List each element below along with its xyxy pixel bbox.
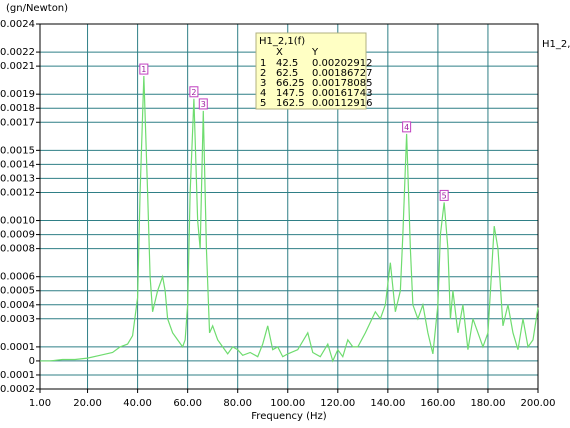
series-line [40, 76, 539, 363]
x-tick-label: 1.00 [29, 398, 51, 409]
y-tick-label: 0.0010 [0, 216, 35, 227]
peak-marker-box [198, 98, 208, 110]
x-tick-label: 200.00 [521, 398, 556, 409]
y-tick-label: 0.0006 [0, 272, 35, 283]
y-tick-label: 0.0005 [0, 286, 35, 297]
y-tick-label: 0.0021 [0, 61, 35, 72]
peak-marker-box [139, 63, 149, 75]
peak-table-cell: 147.5 [276, 88, 305, 99]
peak-table-cell: 0.00202912 [312, 58, 372, 69]
peak-table-header: Y [311, 47, 319, 58]
peak-table-cell: 5 [260, 98, 266, 109]
peak-table-cell: 3 [260, 78, 266, 89]
y-tick-label: 0.0017 [0, 117, 35, 128]
y-tick-label: 0.0004 [0, 300, 35, 311]
y-tick-label: 0.0012 [0, 187, 35, 198]
plot-frame [39, 23, 539, 390]
y-axis-unit: (gn/Newton) [6, 3, 68, 14]
y-tick-label: -0.0001 [0, 370, 35, 381]
peak-table-cell: 1 [260, 58, 266, 69]
legend-label: H1_2,1 [542, 39, 570, 50]
peak-table-header: X [276, 47, 283, 58]
x-tick-label: 160.00 [420, 398, 455, 409]
peak-table-cell: 4 [260, 88, 266, 99]
peak-marker-label: 2 [191, 88, 196, 97]
peak-table-cell: 62.5 [276, 68, 298, 79]
y-tick-label: -0.0002 [0, 384, 35, 395]
peak-table-cell: 2 [260, 68, 266, 79]
peak-marker-label: 3 [201, 100, 206, 109]
peak-table-cell: 0.00112916 [312, 98, 372, 109]
y-tick-label: 0.0022 [0, 47, 35, 58]
y-tick-label: 0.0009 [0, 230, 35, 241]
x-axis-title: Frequency (Hz) [251, 411, 327, 422]
peak-marker-label: 5 [442, 191, 447, 200]
y-tick-label: 0.0013 [0, 173, 35, 184]
y-tick-label: 0.0019 [0, 89, 35, 100]
peak-table-cell: 42.5 [276, 58, 298, 69]
y-tick-label: 0.0003 [0, 314, 35, 325]
peak-table-cell: 0.00186727 [312, 68, 372, 79]
peak-table-box [255, 32, 367, 110]
peak-table-title: H1_2,1(f) [259, 36, 305, 47]
y-tick-label: 0.0014 [0, 159, 35, 170]
y-tick-label: 0 [29, 356, 35, 367]
x-tick-label: 80.00 [223, 398, 252, 409]
peak-marker-label: 4 [404, 123, 409, 132]
peak-table-cell: 0.00161743 [312, 88, 372, 99]
x-tick-label: 180.00 [470, 398, 505, 409]
peak-marker-box [402, 121, 412, 133]
peak-table-cell: 0.00178085 [312, 78, 372, 89]
peak-marker-box [189, 86, 199, 98]
peak-table-cell: 162.5 [276, 98, 305, 109]
y-tick-label: 0.0001 [0, 342, 35, 353]
y-tick-label: 0.0015 [0, 145, 35, 156]
peak-marker-label: 1 [141, 65, 146, 74]
x-tick-label: 40.00 [123, 398, 152, 409]
y-tick-label: 0.0018 [0, 103, 35, 114]
x-tick-label: 100.00 [270, 398, 305, 409]
x-tick-label: 20.00 [73, 398, 102, 409]
peak-marker-box [439, 189, 449, 201]
peak-table-cell: 66.25 [276, 78, 305, 89]
x-tick-label: 60.00 [173, 398, 202, 409]
x-tick-label: 140.00 [370, 398, 405, 409]
y-tick-label: 0.0008 [0, 244, 35, 255]
x-tick-label: 120.00 [320, 398, 355, 409]
y-tick-label: 0.0024 [0, 19, 35, 30]
